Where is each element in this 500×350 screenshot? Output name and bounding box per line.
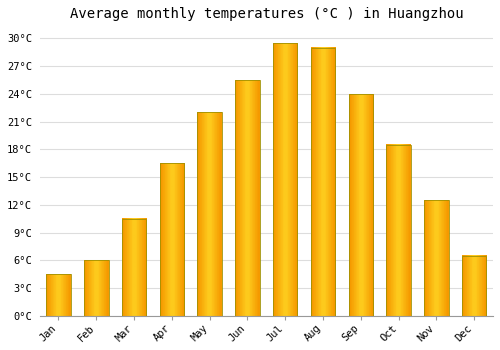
Title: Average monthly temperatures (°C ) in Huangzhou: Average monthly temperatures (°C ) in Hu… [70,7,463,21]
Bar [348,94,373,316]
Bar [462,256,486,316]
Bar [84,260,108,316]
Bar [198,112,222,316]
Bar [235,80,260,316]
Bar [122,219,146,316]
Bar [310,48,336,316]
Bar [424,200,448,316]
Bar [160,163,184,316]
Bar [273,43,297,316]
Bar [46,274,71,316]
Bar [386,145,411,316]
